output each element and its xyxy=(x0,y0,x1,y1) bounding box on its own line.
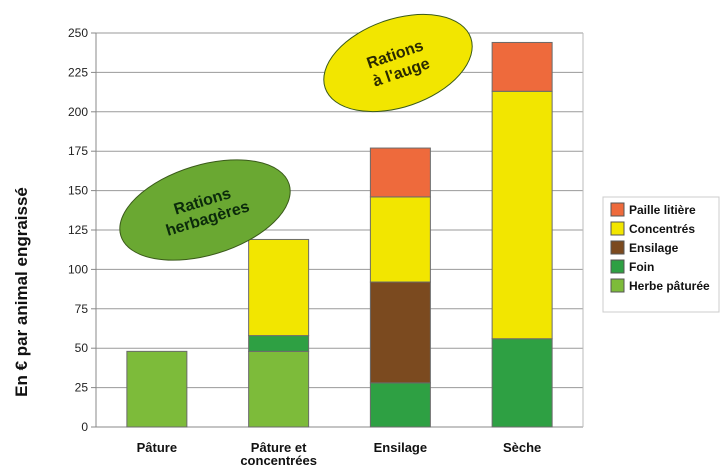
category-label: concentrées xyxy=(240,453,317,468)
y-tick-label: 100 xyxy=(68,262,88,276)
legend-swatch xyxy=(610,240,625,255)
y-tick-label: 75 xyxy=(75,302,89,316)
legend-swatch xyxy=(610,278,625,293)
bar-segment-concentr-s xyxy=(491,90,553,340)
category-label: Ensilage xyxy=(374,440,427,455)
legend-label: Concentrés xyxy=(629,222,695,236)
y-tick-label: 200 xyxy=(68,105,88,119)
category-label: Pâture et xyxy=(251,440,307,455)
legend: Paille litière Concentrés Ensilage Foin Herb… xyxy=(602,196,720,313)
bar-segment-concentr-s xyxy=(369,196,431,283)
legend-swatch xyxy=(610,202,625,217)
y-tick-label: 50 xyxy=(75,341,89,355)
legend-swatch xyxy=(610,221,625,236)
bar-segment-paille-liti-re xyxy=(491,41,553,92)
bar-segment-foin xyxy=(248,335,310,352)
y-tick-label: 175 xyxy=(68,144,88,158)
legend-label: Herbe pâturée xyxy=(629,279,710,293)
bar-segment-paille-liti-re xyxy=(369,147,431,198)
y-tick-label: 250 xyxy=(68,26,88,40)
y-tick-labels: 0 25 50 75 100 125 150 175 200 225 250 xyxy=(68,26,96,434)
legend-swatch xyxy=(610,259,625,274)
legend-label: Foin xyxy=(629,260,654,274)
y-axis-title: En € par animal engraissé xyxy=(12,187,31,397)
y-tick-label: 225 xyxy=(68,65,88,79)
y-tick-label: 25 xyxy=(75,381,89,395)
bar-segment-herbe-p-tur-e xyxy=(126,350,188,428)
legend-label: Paille litière xyxy=(629,203,696,217)
bar-segment-foin xyxy=(491,338,553,428)
category-label: Pâture xyxy=(137,440,177,455)
bar-segment-herbe-p-tur-e xyxy=(248,350,310,428)
legend-label: Ensilage xyxy=(629,241,679,255)
bars xyxy=(126,41,553,428)
y-tick-label: 0 xyxy=(81,420,88,434)
bar-segment-ensilage xyxy=(369,281,431,384)
annotation-ellipse xyxy=(119,159,291,261)
bar-segment-foin xyxy=(369,382,431,428)
y-tick-label: 150 xyxy=(68,184,88,198)
category-label: Sèche xyxy=(503,440,541,455)
annotation-ellipse xyxy=(323,13,473,113)
y-tick-label: 125 xyxy=(68,223,88,237)
bar-segment-concentr-s xyxy=(248,238,310,337)
